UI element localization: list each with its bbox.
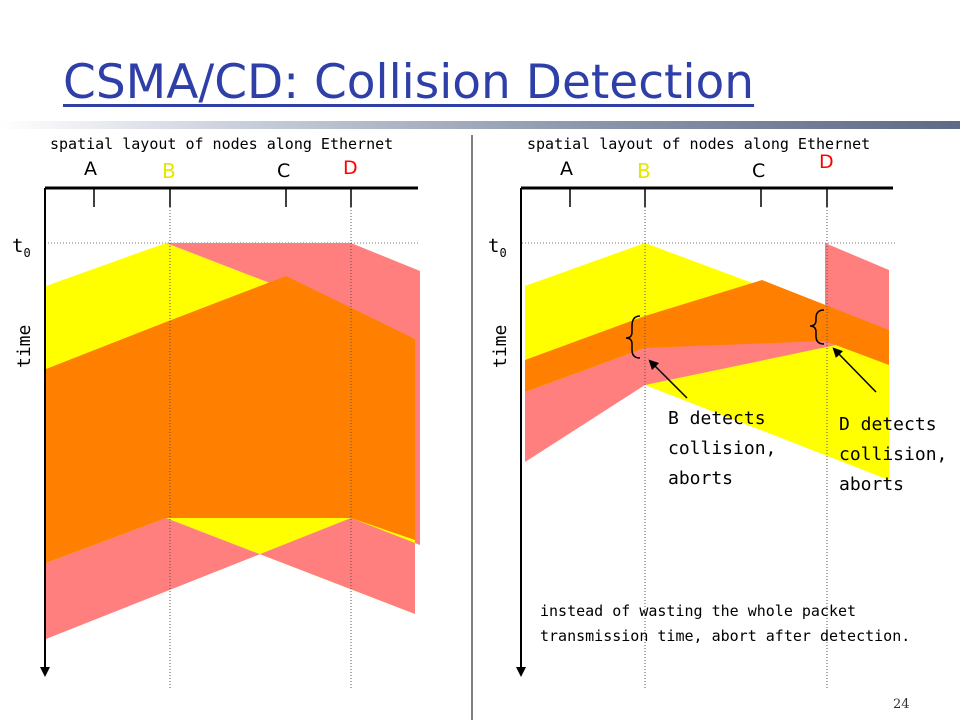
left-node-a: A: [84, 158, 97, 180]
b-callout-arrow: [648, 359, 688, 399]
right-node-b: B: [637, 159, 651, 183]
right-header: spatial layout of nodes along Ethernet: [527, 135, 870, 153]
d-callout-arrow: [832, 347, 877, 393]
left-time-label: time: [14, 325, 35, 368]
right-node-c: C: [752, 160, 765, 182]
right-time-label: time: [490, 325, 511, 368]
right-node-d: D: [819, 151, 834, 173]
left-overlap-region: [46, 276, 415, 563]
left-node-d: D: [343, 157, 358, 179]
right-panel: spatial layout of nodes along Ethernet A…: [488, 135, 958, 690]
left-header: spatial layout of nodes along Ethernet: [50, 135, 393, 153]
right-t0-label: t0: [488, 235, 507, 260]
right-node-a: A: [560, 158, 573, 180]
left-node-b: B: [162, 159, 176, 183]
b-detects-note: B detects collision, aborts: [668, 408, 787, 489]
left-node-c: C: [277, 160, 290, 182]
d-detects-note: D detects collision, aborts: [839, 414, 958, 495]
right-overlap-region: [525, 280, 889, 392]
b-detection-brace: [625, 315, 641, 359]
left-t0-label: t0: [12, 235, 31, 260]
d-detection-brace: [809, 309, 825, 345]
title-bar: [0, 121, 960, 129]
left-panel: spatial layout of nodes along Ethernet A…: [12, 135, 420, 690]
left-d-transmission: [46, 243, 420, 639]
page-number: 24: [893, 697, 910, 712]
abort-footer-note: instead of wasting the whole packet tran…: [540, 602, 910, 645]
right-d-transmission: [525, 243, 889, 462]
slide-title: CSMA/CD: Collision Detection: [63, 55, 755, 110]
